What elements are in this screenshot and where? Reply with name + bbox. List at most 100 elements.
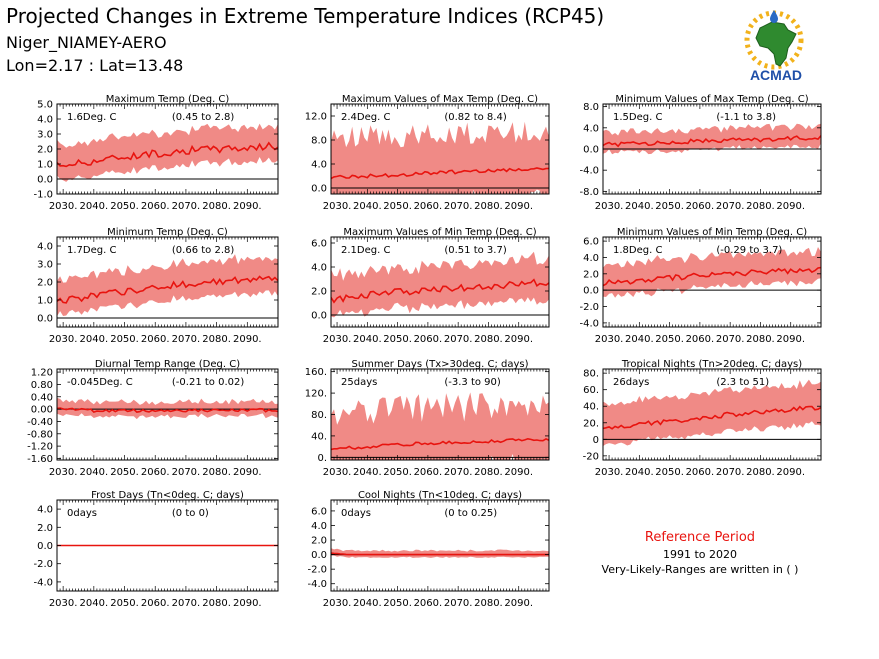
y-tick-label: 80. (311, 410, 327, 421)
x-tick-label: 2050. (110, 334, 139, 345)
x-tick-label: 2080. (474, 334, 503, 345)
y-tick-label: 4.0 (311, 521, 327, 532)
y-tick-label: 4.0 (583, 123, 599, 134)
y-tick-label: 0. (317, 453, 327, 464)
x-tick-label: 2080. (202, 598, 231, 609)
x-tick-label: 2040. (625, 201, 654, 212)
x-tick-label: 2050. (110, 598, 139, 609)
chart-title: Minimum Temp (Deg. C) (107, 227, 228, 238)
mean-change-line (331, 552, 549, 556)
reference-period-years: 1991 to 2020 (662, 548, 738, 561)
plot-area (331, 251, 549, 318)
chart-panel: 2030. 2040. 2050. 2060. 2070. 2080. 2090. 6.0 4.… (579, 227, 822, 345)
x-tick-label: 2070. (444, 467, 473, 478)
chart-panel: 2030. 2040. 2050. 2060. 2070. 2080. 2090. 4.0 3.… (37, 227, 279, 345)
y-tick-label: -1.20 (27, 442, 53, 453)
mean-change-label: 1.7Deg. C (67, 245, 116, 256)
y-tick-label: 0.0 (37, 175, 53, 186)
y-tick-label: 0.80 (31, 380, 53, 391)
x-tick-label: 2090. (504, 334, 533, 345)
x-tick-label: 2050. (655, 201, 684, 212)
very-likely-range-label: (0.51 to 3.7) (444, 245, 506, 256)
y-tick-label: 1.20 (31, 368, 53, 379)
x-tick-label: 2080. (202, 334, 231, 345)
y-tick-label: 4.0 (311, 160, 327, 171)
mean-change-line (57, 407, 278, 414)
x-tick-label: 2040. (625, 467, 654, 478)
mean-change-line (57, 141, 278, 168)
x-tick-label: 2030. (595, 334, 624, 345)
chart-panel: 2030. 2040. 2050. 2060. 2070. 2080. 2090. 80. 60… (583, 359, 822, 478)
y-tick-label: 2.0 (37, 523, 53, 534)
y-tick-label: 120. (305, 389, 327, 400)
plot-area (331, 548, 549, 558)
very-likely-range-label: (-0.21 to 0.02) (172, 377, 244, 388)
y-tick-label: 1.0 (37, 296, 53, 307)
station-coordinates: Lon=2.17 : Lat=13.48 (6, 56, 184, 75)
very-likely-range-label: (0 to 0.25) (444, 508, 497, 519)
mean-change-label: 26days (613, 377, 649, 388)
chart-panel: 2030. 2040. 2050. 2060. 2070. 2080. 2090. 12.0 8… (305, 94, 550, 212)
plot-area (603, 379, 821, 447)
mean-change-label: 25days (341, 377, 377, 388)
chart-title: Cool Nights (Tn<10deg. C; days) (358, 490, 522, 501)
plot-area (331, 121, 549, 194)
x-tick-label: 2070. (172, 467, 201, 478)
x-tick-label: 2090. (776, 334, 805, 345)
very-likely-range-label: (0 to 0) (172, 508, 209, 519)
x-tick-label: 2060. (414, 598, 443, 609)
y-tick-label: 8.0 (583, 102, 599, 113)
mean-change-line (603, 135, 821, 148)
x-tick-label: 2070. (172, 598, 201, 609)
mean-change-line (331, 437, 549, 451)
x-tick-label: 2040. (80, 334, 109, 345)
x-tick-label: 2090. (776, 201, 805, 212)
x-tick-label: 2070. (444, 201, 473, 212)
very-likely-range-label: (0.45 to 2.8) (172, 112, 234, 123)
y-tick-label: 160. (305, 367, 327, 378)
mean-change-label: 1.5Deg. C (613, 112, 662, 123)
y-tick-label: 0 (593, 435, 599, 446)
y-tick-label: 6.0 (311, 506, 327, 517)
plot-area (603, 247, 821, 298)
x-tick-label: 2030. (49, 467, 78, 478)
plot-area (603, 123, 821, 155)
y-tick-label: 20. (583, 418, 599, 429)
x-tick-label: 2030. (323, 334, 352, 345)
x-tick-label: 2090. (233, 201, 262, 212)
very-likely-range-label: (-3.3 to 90) (444, 377, 501, 388)
y-tick-label: 60. (583, 385, 599, 396)
y-tick-label: 0.00 (31, 405, 53, 416)
x-tick-label: 2090. (233, 467, 262, 478)
y-tick-label: 5.0 (37, 100, 53, 111)
y-tick-label: -2.0 (307, 565, 327, 576)
y-tick-label: 12.0 (305, 112, 327, 123)
y-tick-label: 2.0 (311, 287, 327, 298)
x-tick-label: 2090. (233, 598, 262, 609)
x-tick-label: 2050. (110, 467, 139, 478)
x-tick-label: 2040. (353, 467, 382, 478)
y-tick-label: 2.0 (37, 145, 53, 156)
x-tick-label: 2060. (686, 334, 715, 345)
x-tick-label: 2030. (323, 467, 352, 478)
x-tick-label: 2060. (414, 201, 443, 212)
very-likely-range-label: (-1.1 to 3.8) (716, 112, 776, 123)
very-likely-range-band (603, 123, 821, 155)
very-likely-range-band (57, 254, 278, 317)
y-tick-label: 0.0 (311, 184, 327, 195)
very-likely-range-label: (0.82 to 8.4) (444, 112, 506, 123)
mean-change-line (603, 266, 821, 287)
y-tick-label: 1.0 (37, 160, 53, 171)
y-tick-label: -2.0 (33, 559, 53, 570)
mean-change-label: 1.6Deg. C (67, 112, 116, 123)
x-tick-label: 2060. (141, 598, 170, 609)
x-tick-label: 2040. (353, 334, 382, 345)
y-tick-label: 4.0 (37, 242, 53, 253)
x-tick-label: 2070. (172, 201, 201, 212)
chart-title: Maximum Temp (Deg. C) (106, 94, 230, 105)
x-tick-label: 2080. (474, 201, 503, 212)
plot-area (57, 397, 278, 420)
x-tick-label: 2030. (323, 201, 352, 212)
very-likely-range-band (57, 123, 278, 182)
